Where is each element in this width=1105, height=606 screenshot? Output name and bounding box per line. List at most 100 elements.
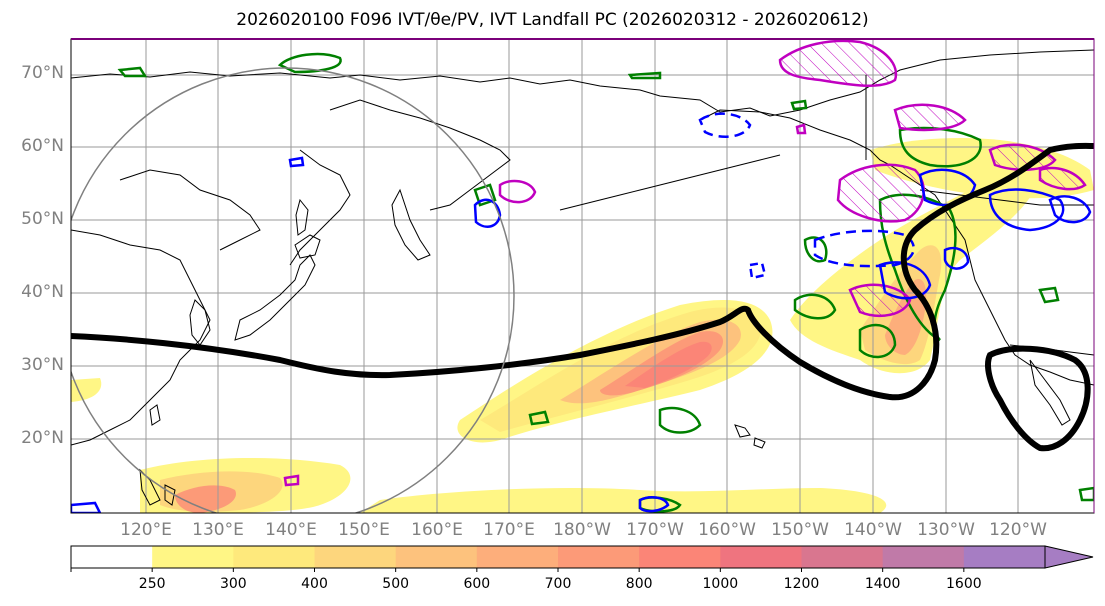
lat-label-60n: 60°N <box>21 136 64 156</box>
colorbar-tick-label: 300 <box>219 576 247 592</box>
coast-sakhalin <box>295 198 309 236</box>
landfall-main <box>71 142 1094 401</box>
coast-china <box>71 229 211 446</box>
lon-label-120w: 120°W <box>989 520 1047 540</box>
colorbar-segment <box>882 546 965 568</box>
coast-hawaii <box>734 424 766 449</box>
pv-n6 <box>988 188 1065 232</box>
pv-p7 <box>283 474 300 487</box>
te-c7 <box>858 323 897 359</box>
landfall-loop <box>985 345 1091 452</box>
coast-japan <box>234 254 316 341</box>
colorbar-extend-arrow <box>1044 545 1094 569</box>
colorbar-segment <box>233 546 315 568</box>
colorbar-tick-label: 1400 <box>864 576 901 592</box>
lon-label-150w: 150°W <box>771 520 829 540</box>
pv-p3 <box>836 163 925 223</box>
lat-label-20n: 20°N <box>21 428 64 448</box>
lon-label-130w: 130°W <box>917 520 975 540</box>
colorbar-tick-label: 600 <box>463 576 491 592</box>
ivt-band-west <box>71 378 102 402</box>
te-c9 <box>528 410 550 426</box>
colorbar-tick-label: 1200 <box>783 576 820 592</box>
ivt-landfall-contours <box>71 142 1094 452</box>
colorbar-segment <box>395 546 478 568</box>
lat-label-30n: 30°N <box>21 355 64 375</box>
pv-n12 <box>943 246 970 270</box>
pv-n11 <box>71 501 102 513</box>
ivt-band-equator <box>360 488 887 513</box>
pv-n7 <box>1048 195 1092 224</box>
lon-label-140w: 140°W <box>844 520 902 540</box>
te-c3 <box>473 183 497 207</box>
colorbar-segment <box>639 546 721 568</box>
colorbar-segment <box>801 546 884 568</box>
coast-hokkaido <box>294 234 321 259</box>
pv-n1 <box>473 198 502 228</box>
colorbar-segment <box>152 546 234 568</box>
colorbar-segment <box>71 546 153 568</box>
figure-title: 2026020100 F096 IVT/θe/PV, IVT Landfall … <box>236 10 869 30</box>
te-c2 <box>117 66 148 78</box>
coast-korea <box>189 299 211 346</box>
coast-alaska <box>699 109 891 166</box>
pv-p4 <box>498 179 537 204</box>
lon-label-150e: 150°E <box>338 520 390 540</box>
lat-label-50n: 50°N <box>21 209 64 229</box>
colorbar-segment <box>314 546 397 568</box>
lon-label-170e: 170°E <box>483 520 535 540</box>
te-c4 <box>803 236 828 263</box>
pv-n4 <box>813 229 915 268</box>
colorbar <box>70 545 1094 572</box>
pv-p5 <box>848 283 912 317</box>
coast-siberia-east <box>329 99 511 211</box>
pv-n3 <box>918 168 977 207</box>
range-circle <box>71 67 515 513</box>
te-c15 <box>790 99 808 111</box>
colorbar-tick-label: 700 <box>544 576 572 592</box>
coast-aleutians <box>559 154 781 211</box>
colorbar-tick-label: 400 <box>301 576 328 592</box>
colorbar-tick-label: 1000 <box>702 576 739 592</box>
lon-label-130e: 130°E <box>192 520 244 540</box>
lon-label-160w: 160°W <box>698 520 756 540</box>
pv-p6 <box>988 143 1057 171</box>
pv-n9 <box>638 496 670 513</box>
border-us-canada <box>919 189 1094 206</box>
lon-label-170w: 170°W <box>626 520 684 540</box>
pv-positive-contours <box>283 39 1087 487</box>
te-c11 <box>793 293 837 320</box>
colorbar-tick-label: 250 <box>138 576 166 592</box>
pv-p1 <box>778 39 898 88</box>
pv-p2 <box>893 103 967 132</box>
lon-label-160e: 160°E <box>411 520 463 540</box>
colorbar-segment <box>963 546 1046 568</box>
pv-negative-contours <box>71 112 1092 513</box>
colorbar-segment <box>558 546 640 568</box>
lon-label-140e: 140°E <box>265 520 317 540</box>
lon-label-120e: 120°E <box>120 520 172 540</box>
coast-mongolia-border <box>119 169 261 251</box>
colorbar-tick-label: 800 <box>625 576 653 592</box>
lat-label-40n: 40°N <box>21 282 64 302</box>
pv-n10 <box>288 156 305 168</box>
ivt-band-south-800 <box>175 485 236 513</box>
colorbar-tick-label: 500 <box>382 576 410 592</box>
coast-okhotsk <box>289 149 351 266</box>
pv-p8 <box>795 123 807 135</box>
pv-n8 <box>748 261 767 280</box>
coast-baja <box>1029 359 1071 426</box>
ivt-band-main-1000 <box>625 341 712 388</box>
coast-kamchatka <box>391 188 431 261</box>
lat-label-70n: 70°N <box>21 63 64 83</box>
colorbar-segment <box>476 546 559 568</box>
te-c13 <box>1078 486 1094 502</box>
te-c14 <box>627 71 662 80</box>
te-c8 <box>658 406 702 434</box>
pv-n5 <box>878 261 932 300</box>
colorbar-segment <box>720 546 802 568</box>
pv-n2 <box>698 112 752 138</box>
pv-p9 <box>1038 166 1087 191</box>
lon-label-180w: 180°W <box>553 520 611 540</box>
